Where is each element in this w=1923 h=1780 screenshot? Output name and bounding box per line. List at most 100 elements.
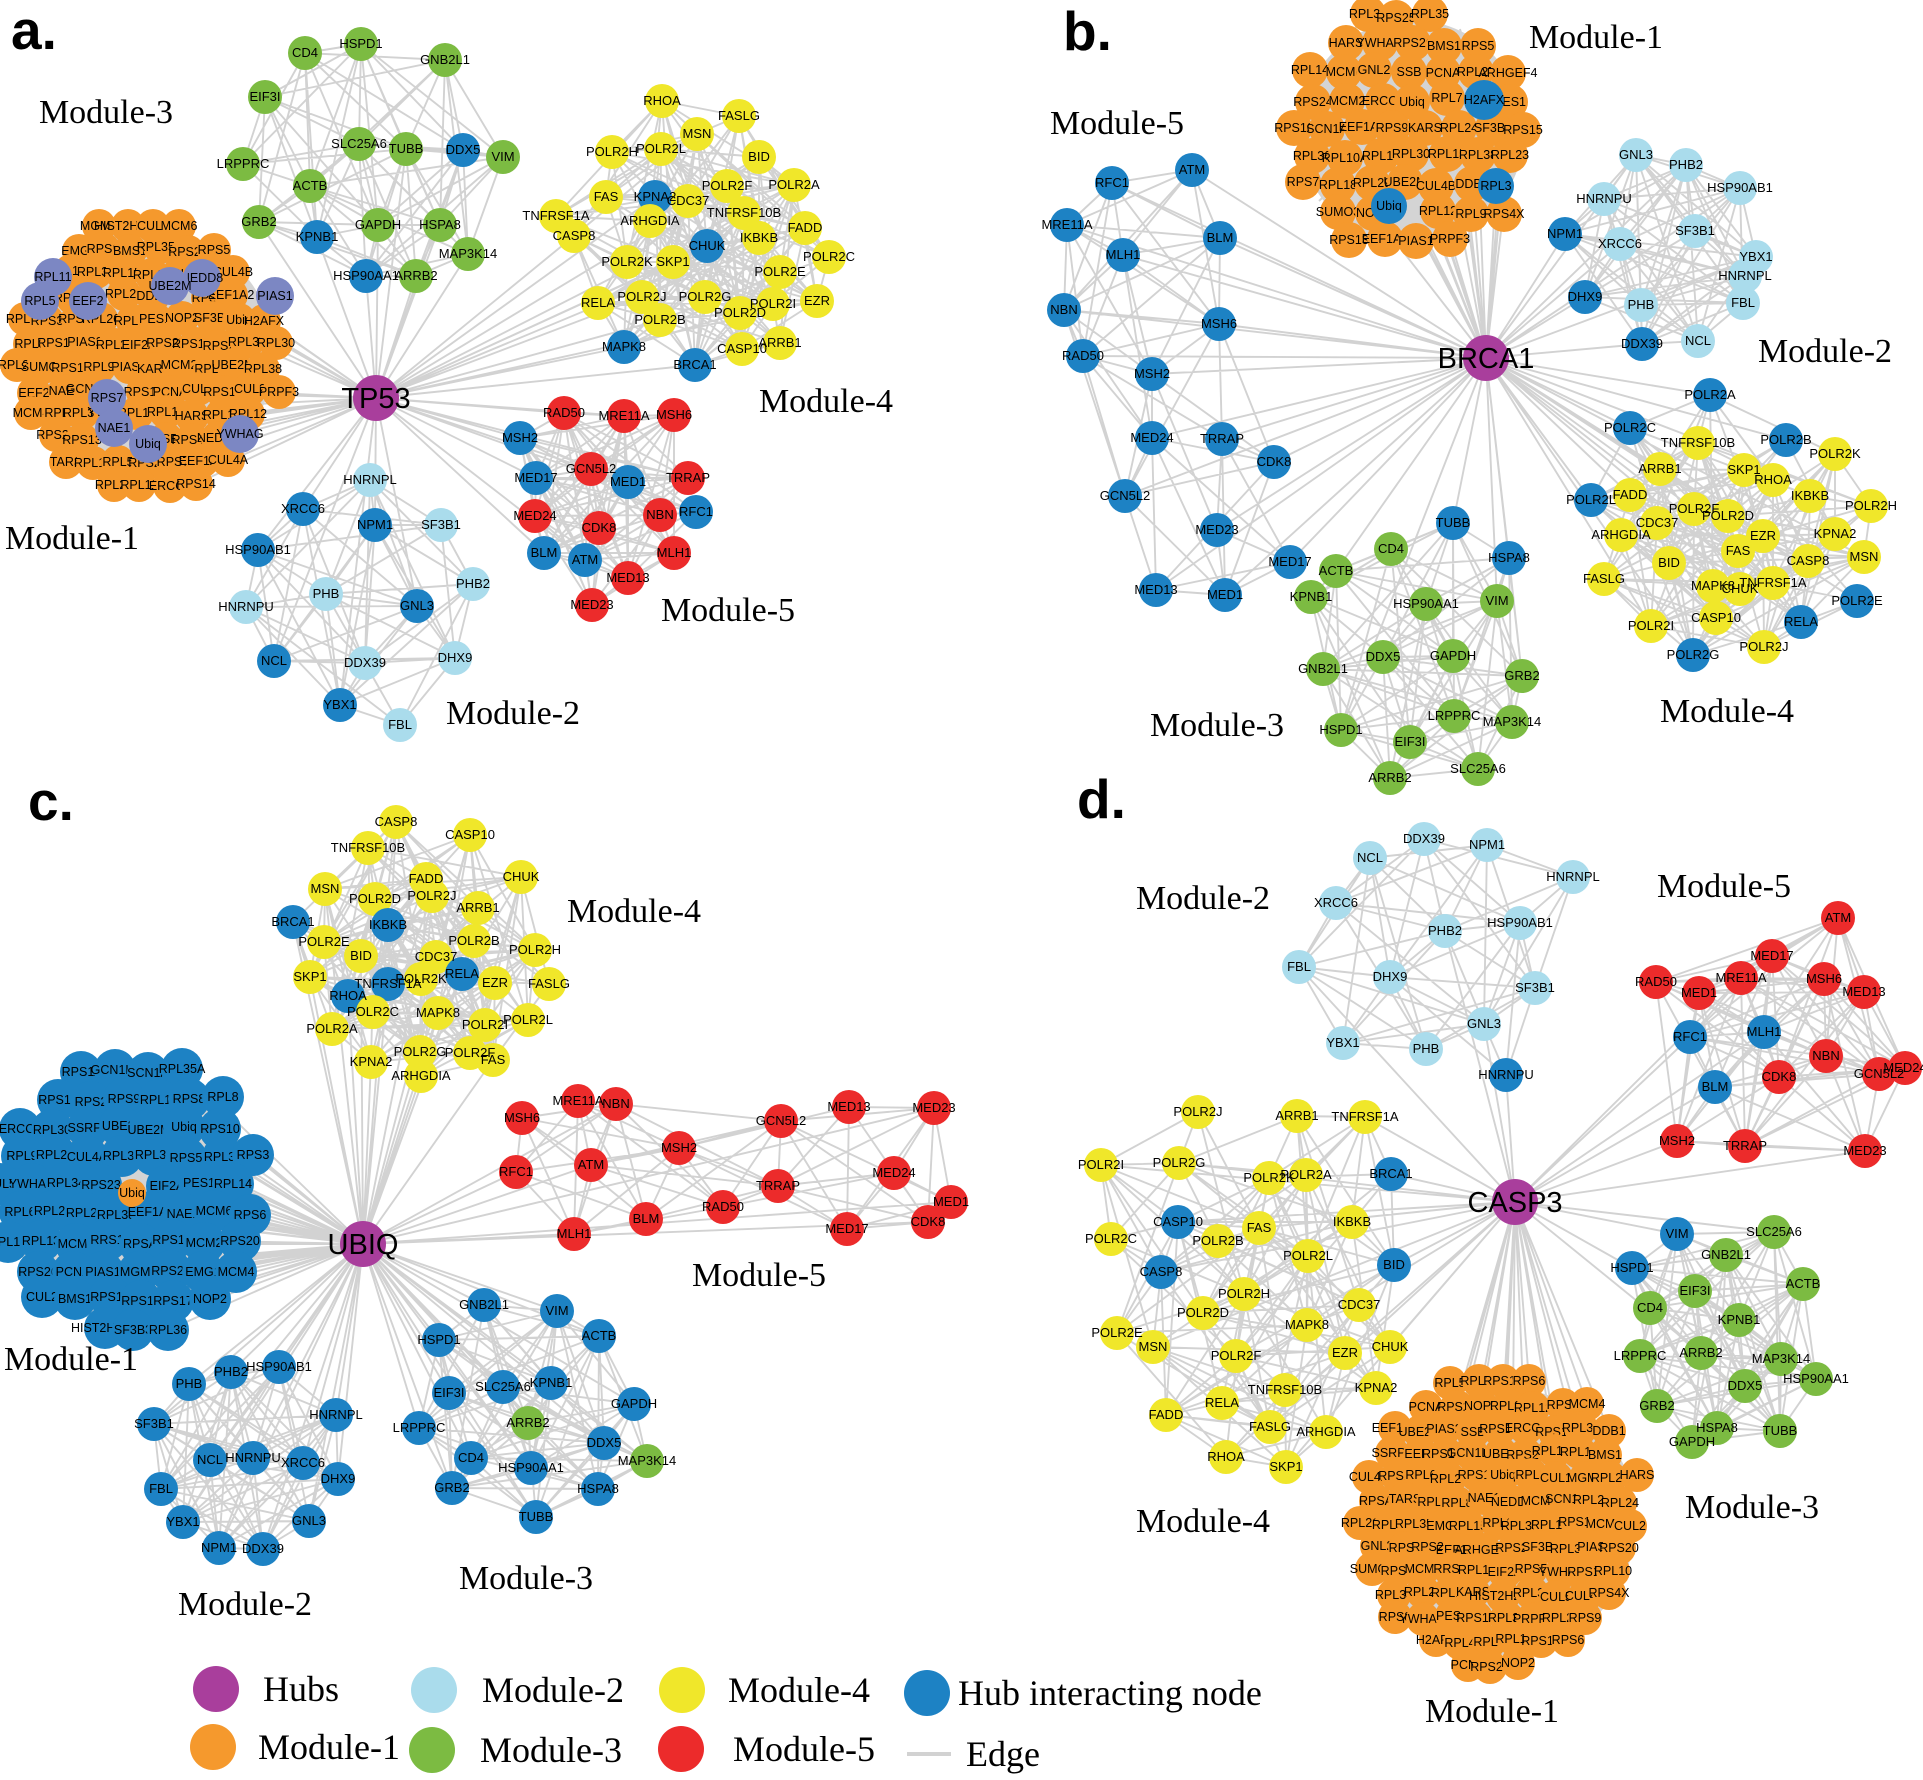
svg-text:RPL37: RPL37 xyxy=(135,1148,173,1162)
svg-text:CASP8: CASP8 xyxy=(1140,1264,1183,1279)
svg-text:RAD50: RAD50 xyxy=(1062,348,1104,363)
svg-text:PRPF3: PRPF3 xyxy=(1513,1612,1553,1626)
svg-text:HSPD1: HSPD1 xyxy=(1610,1260,1653,1275)
svg-text:CUL2: CUL2 xyxy=(26,1290,58,1304)
svg-text:NCL: NCL xyxy=(197,1452,223,1467)
svg-text:PIAS1: PIAS1 xyxy=(1398,234,1433,248)
svg-text:TUBB: TUBB xyxy=(1763,1423,1798,1438)
svg-text:RPL27: RPL27 xyxy=(1457,65,1495,79)
svg-text:GCN5L2: GCN5L2 xyxy=(566,461,617,476)
svg-text:POLR2G: POLR2G xyxy=(394,1044,447,1059)
svg-text:RPS6: RPS6 xyxy=(1513,1374,1546,1388)
svg-text:RPL31: RPL31 xyxy=(103,1149,141,1163)
svg-text:YWHAH: YWHAH xyxy=(9,1177,56,1191)
svg-text:NEDD8: NEDD8 xyxy=(181,271,223,285)
svg-text:POLR2A: POLR2A xyxy=(1684,387,1736,402)
svg-text:Module-2: Module-2 xyxy=(1758,333,1892,370)
svg-text:CUL4B: CUL4B xyxy=(213,265,253,279)
svg-text:POLR2B: POLR2B xyxy=(1192,1233,1243,1248)
svg-text:POLR2C: POLR2C xyxy=(1085,1231,1137,1246)
svg-text:HSPA8: HSPA8 xyxy=(1488,550,1530,565)
svg-text:Ubiq: Ubiq xyxy=(1490,1468,1516,1482)
svg-text:MSH6: MSH6 xyxy=(1201,316,1237,331)
svg-text:CUL4B: CUL4B xyxy=(1416,179,1456,193)
svg-text:DDX5: DDX5 xyxy=(446,142,481,157)
svg-text:RPL10: RPL10 xyxy=(1594,1564,1632,1578)
svg-text:BID: BID xyxy=(748,149,770,164)
svg-text:Module-2: Module-2 xyxy=(1136,880,1270,917)
svg-text:CD4: CD4 xyxy=(458,1450,484,1465)
svg-text:YWHAG: YWHAG xyxy=(1399,1612,1446,1626)
svg-text:POLR2H: POLR2H xyxy=(1845,498,1897,513)
svg-text:Module-2: Module-2 xyxy=(446,695,580,732)
svg-text:BID: BID xyxy=(1658,555,1680,570)
svg-text:RPS10: RPS10 xyxy=(200,1122,240,1136)
svg-text:Module-4: Module-4 xyxy=(1136,1503,1270,1540)
svg-text:PHB: PHB xyxy=(176,1376,203,1391)
svg-text:CASP10: CASP10 xyxy=(717,341,767,356)
svg-text:GCN5L2: GCN5L2 xyxy=(1854,1066,1905,1081)
svg-text:BRCA1: BRCA1 xyxy=(271,914,314,929)
svg-text:DDX5: DDX5 xyxy=(1366,649,1401,664)
svg-text:RPS7: RPS7 xyxy=(157,455,190,469)
svg-text:RPL23: RPL23 xyxy=(105,287,143,301)
svg-text:CASP3: CASP3 xyxy=(1467,1187,1562,1219)
svg-text:EEF2: EEF2 xyxy=(1404,1447,1435,1461)
svg-text:RRS1: RRS1 xyxy=(1433,1562,1466,1576)
svg-text:HNRNPU: HNRNPU xyxy=(218,599,274,614)
svg-text:ARRB2: ARRB2 xyxy=(1368,770,1411,785)
svg-text:RHOA: RHOA xyxy=(329,988,367,1003)
svg-text:PHB2: PHB2 xyxy=(1669,157,1703,172)
svg-text:SUMO3: SUMO3 xyxy=(1316,205,1361,219)
svg-text:CD4: CD4 xyxy=(1637,1300,1663,1315)
svg-text:DHX9: DHX9 xyxy=(438,650,473,665)
svg-text:RPL29: RPL29 xyxy=(34,1204,72,1218)
svg-text:BLM: BLM xyxy=(1207,230,1234,245)
svg-text:TRRAP: TRRAP xyxy=(1723,1138,1767,1153)
svg-text:RAD50: RAD50 xyxy=(543,405,585,420)
svg-text:VIM: VIM xyxy=(545,1303,568,1318)
svg-text:Ubiq: Ubiq xyxy=(135,437,161,451)
svg-text:YBX1: YBX1 xyxy=(1326,1035,1359,1050)
svg-text:PES1: PES1 xyxy=(183,1176,215,1190)
svg-text:SF3B1: SF3B1 xyxy=(1515,980,1555,995)
svg-text:TNFRSF1A: TNFRSF1A xyxy=(354,976,422,991)
svg-text:NCL: NCL xyxy=(1685,333,1711,348)
svg-text:CUL2: CUL2 xyxy=(234,382,266,396)
svg-text:NBN: NBN xyxy=(646,507,673,522)
svg-text:ERCC4: ERCC4 xyxy=(0,1122,41,1136)
svg-text:EIF3I: EIF3I xyxy=(249,89,280,104)
svg-text:SKP1: SKP1 xyxy=(1727,462,1760,477)
svg-text:Module-1: Module-1 xyxy=(4,1341,138,1378)
svg-text:LRPPRC: LRPPRC xyxy=(217,156,270,171)
svg-text:RPL11: RPL11 xyxy=(34,270,71,284)
svg-text:MAP3K14: MAP3K14 xyxy=(1752,1351,1811,1366)
svg-text:RPS13: RPS13 xyxy=(1329,233,1369,247)
svg-text:TP53: TP53 xyxy=(341,383,410,415)
svg-text:MAPK8: MAPK8 xyxy=(1691,578,1735,593)
svg-text:RPS26: RPS26 xyxy=(1393,36,1433,50)
svg-text:HSP90AB1: HSP90AB1 xyxy=(1707,180,1773,195)
svg-text:ACTB: ACTB xyxy=(1319,563,1354,578)
svg-text:CDK8: CDK8 xyxy=(582,520,617,535)
svg-text:POLR2G: POLR2G xyxy=(1667,647,1720,662)
svg-text:DHX9: DHX9 xyxy=(321,1471,356,1486)
svg-text:NPM1: NPM1 xyxy=(1469,837,1505,852)
svg-text:Module-4: Module-4 xyxy=(567,893,701,930)
svg-text:POLR2C: POLR2C xyxy=(1604,420,1656,435)
svg-text:POLR2D: POLR2D xyxy=(1177,1305,1229,1320)
svg-text:RPS15: RPS15 xyxy=(121,1294,161,1308)
svg-text:CUL4A: CUL4A xyxy=(67,1150,108,1164)
svg-text:POLR2C: POLR2C xyxy=(347,1004,399,1019)
svg-text:POLR2F: POLR2F xyxy=(445,1045,496,1060)
svg-text:RPS5: RPS5 xyxy=(170,1151,203,1165)
svg-text:EIF3I: EIF3I xyxy=(1679,1283,1710,1298)
svg-text:TUBB: TUBB xyxy=(519,1509,554,1524)
svg-text:GCN5L2: GCN5L2 xyxy=(1100,488,1151,503)
svg-text:RPL27: RPL27 xyxy=(1430,1472,1468,1486)
svg-text:POLR2B: POLR2B xyxy=(634,312,685,327)
svg-text:RPL15: RPL15 xyxy=(1428,147,1466,161)
svg-text:MAPK8: MAPK8 xyxy=(1285,1317,1329,1332)
svg-text:PES1: PES1 xyxy=(139,312,171,326)
svg-text:RPS24: RPS24 xyxy=(1293,95,1333,109)
